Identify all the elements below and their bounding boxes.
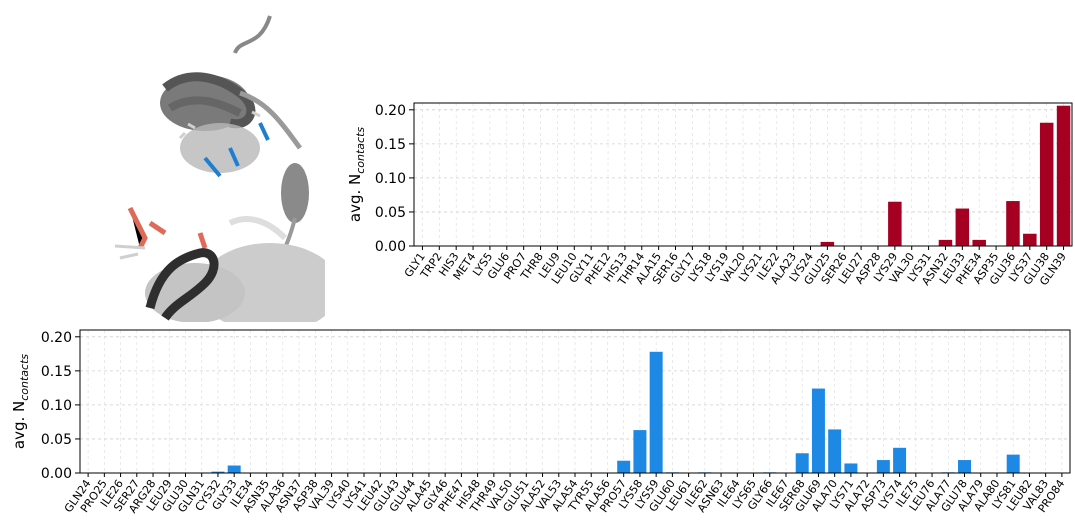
y-axis-label-subscript: contacts	[18, 354, 31, 401]
bottom-bar-chart: 0.000.050.100.150.20GLN24PRO25ILE26SER27…	[10, 329, 1071, 516]
bar	[844, 463, 858, 473]
y-tick-label: 0.05	[41, 432, 72, 448]
y-tick-label: 0.00	[375, 239, 406, 255]
y-axis-label-main: avg. N	[10, 401, 28, 449]
y-tick-label: 0.15	[375, 137, 406, 153]
y-tick-label: 0.20	[41, 330, 72, 346]
y-tick-label: 0.00	[41, 466, 72, 482]
bar	[1056, 105, 1071, 246]
bar	[876, 460, 890, 473]
bar	[1023, 233, 1037, 246]
bar	[938, 239, 953, 246]
y-axis-label: avg. Ncontacts	[346, 127, 367, 223]
bar	[888, 201, 902, 246]
bar	[972, 239, 986, 246]
grid-lines	[414, 103, 1072, 247]
y-axis-label-subscript: contacts	[354, 127, 367, 174]
y-tick-label: 0.15	[41, 364, 72, 380]
bar	[958, 460, 971, 473]
bar	[617, 460, 631, 473]
y-axis-label: avg. Ncontacts	[10, 354, 31, 450]
y-tick-label: 0.10	[41, 398, 72, 414]
bar	[649, 351, 663, 473]
y-axis-label-main: avg. N	[346, 174, 364, 222]
y-tick-label: 0.10	[375, 171, 406, 187]
bar	[955, 208, 970, 246]
bar	[795, 453, 809, 473]
bar	[893, 447, 907, 473]
y-tick-label: 0.05	[375, 205, 406, 221]
grid-lines	[80, 330, 1070, 474]
y-tick-label: 0.20	[375, 103, 406, 119]
top-bar-chart: 0.000.050.100.150.20GLY1TRP2HIS3MET4LYS5…	[346, 102, 1073, 289]
bar	[1006, 454, 1020, 473]
bar	[227, 465, 241, 473]
bar	[211, 471, 225, 473]
bar	[811, 388, 825, 473]
bar	[633, 430, 647, 473]
protein-structure-image	[114, 15, 325, 322]
bar	[1006, 201, 1020, 246]
bar	[820, 241, 835, 246]
bar	[828, 429, 842, 473]
bar	[1039, 122, 1054, 246]
